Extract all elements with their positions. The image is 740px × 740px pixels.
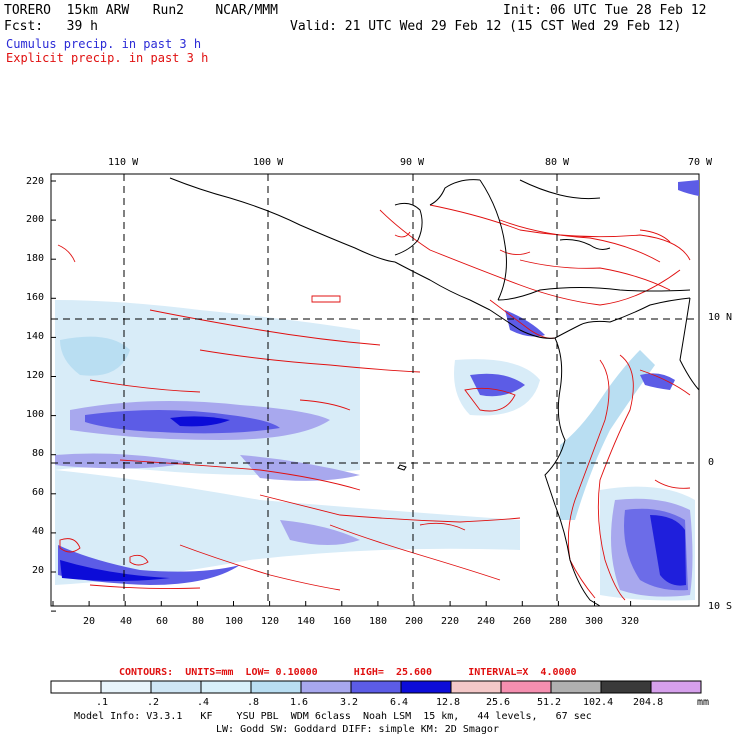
x-tick-label: 140 bbox=[297, 616, 316, 627]
x-tick-label: 60 bbox=[156, 616, 169, 627]
y-tick-label: 20 bbox=[32, 565, 45, 576]
x-tick-label: 120 bbox=[261, 616, 280, 627]
forecast-hour: Fcst: 39 h bbox=[4, 19, 98, 34]
y-tick-label: 200 bbox=[26, 214, 45, 225]
lon-label: 90 W bbox=[400, 157, 425, 168]
colorbar-value: 102.4 bbox=[583, 697, 614, 708]
y-tick-label: 60 bbox=[32, 487, 45, 498]
init-time: Init: 06 UTC Tue 28 Feb 12 bbox=[503, 3, 707, 18]
y-tick-label: 40 bbox=[32, 526, 45, 537]
y-tick-label: 120 bbox=[26, 370, 45, 381]
colorbar-swatch bbox=[550, 680, 602, 694]
cumulus-precip-label: Cumulus precip. in past 3 h bbox=[6, 37, 202, 51]
graticule bbox=[51, 174, 699, 606]
colorbar-value: 51.2 bbox=[537, 697, 562, 708]
colorbar-swatch bbox=[350, 680, 402, 694]
colorbar-swatch bbox=[250, 680, 302, 694]
x-tick-label: 220 bbox=[441, 616, 460, 627]
x-tick-label: 280 bbox=[549, 616, 568, 627]
x-tick-label: 200 bbox=[405, 616, 424, 627]
x-tick-label: 80 bbox=[192, 616, 205, 627]
lon-label: 100 W bbox=[253, 157, 284, 168]
colorbar-swatch bbox=[650, 680, 702, 694]
colorbar-value: 1.6 bbox=[290, 697, 309, 708]
x-tick-label: 100 bbox=[225, 616, 244, 627]
x-tick-label: 160 bbox=[333, 616, 352, 627]
lat-label: 10 N bbox=[708, 312, 733, 323]
colorbar-value: .2 bbox=[147, 697, 160, 708]
x-tick-label: 260 bbox=[513, 616, 532, 627]
model-info-line-1: Model Info: V3.3.1 KF YSU PBL WDM 6class… bbox=[74, 711, 592, 722]
y-tick-label: 180 bbox=[26, 253, 45, 264]
coastlines bbox=[169, 177, 700, 607]
colorbar-value: 12.8 bbox=[436, 697, 461, 708]
colorbar-value: 204.8 bbox=[633, 697, 664, 708]
colorbar-value: 25.6 bbox=[486, 697, 511, 708]
lat-label: 10 S bbox=[708, 601, 733, 612]
explicit-precip-contours bbox=[57, 204, 691, 601]
x-tick-label: 40 bbox=[120, 616, 133, 627]
colorbar-value: 6.4 bbox=[390, 697, 409, 708]
colorbar-unit: mm bbox=[697, 697, 710, 708]
lon-label: 70 W bbox=[688, 157, 713, 168]
colorbar-value: 3.2 bbox=[340, 697, 359, 708]
cumulus-precip-shading bbox=[55, 180, 699, 601]
valid-time: Valid: 21 UTC Wed 29 Feb 12 (15 CST Wed … bbox=[290, 19, 682, 34]
colorbar-swatch bbox=[300, 680, 352, 694]
y-tick-label: 100 bbox=[26, 409, 45, 420]
colorbar-swatches bbox=[50, 680, 702, 694]
axis-tick-marks bbox=[51, 180, 632, 612]
x-tick-label: 20 bbox=[83, 616, 96, 627]
x-tick-label: 180 bbox=[369, 616, 388, 627]
colorbar-swatch bbox=[200, 680, 252, 694]
colorbar-swatch bbox=[500, 680, 552, 694]
lat-label: 0 bbox=[708, 457, 715, 468]
colorbar-value: .1 bbox=[96, 697, 109, 708]
x-tick-label: 240 bbox=[477, 616, 496, 627]
colorbar-swatch bbox=[450, 680, 502, 694]
model-info-line-2: LW: Godd SW: Goddard DIFF: simple KM: 2D… bbox=[216, 724, 499, 735]
model-title: TORERO 15km ARW Run2 NCAR/MMM bbox=[4, 3, 278, 18]
lon-label: 80 W bbox=[545, 157, 570, 168]
lon-label: 110 W bbox=[108, 157, 139, 168]
y-tick-label: 220 bbox=[26, 176, 45, 187]
x-tick-label: 300 bbox=[585, 616, 604, 627]
colorbar-value: .8 bbox=[247, 697, 260, 708]
y-tick-label: 80 bbox=[32, 448, 45, 459]
contour-info: CONTOURS: UNITS=mm LOW= 0.10000 HIGH= 25… bbox=[119, 667, 577, 678]
colorbar-swatch bbox=[150, 680, 202, 694]
y-tick-label: 160 bbox=[26, 292, 45, 303]
colorbar-swatch bbox=[100, 680, 152, 694]
colorbar-swatch bbox=[600, 680, 652, 694]
colorbar-swatch bbox=[400, 680, 452, 694]
colorbar-swatch bbox=[50, 680, 102, 694]
colorbar-value: .4 bbox=[197, 697, 210, 708]
explicit-precip-label: Explicit precip. in past 3 h bbox=[6, 51, 209, 65]
x-tick-label: 320 bbox=[621, 616, 640, 627]
y-tick-label: 140 bbox=[26, 331, 45, 342]
